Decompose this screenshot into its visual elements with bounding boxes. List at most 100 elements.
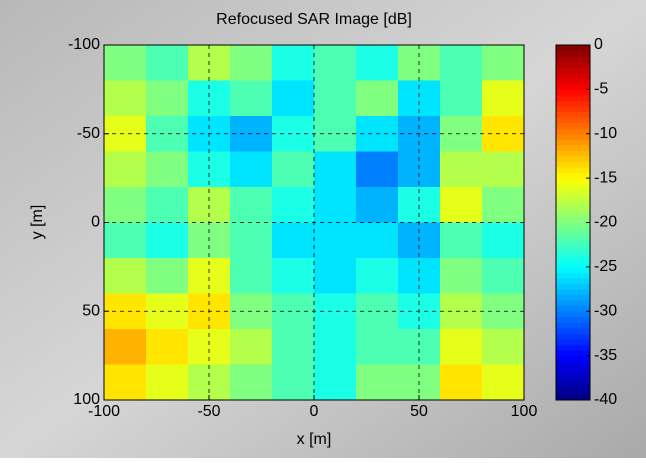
heatmap-cell — [440, 329, 483, 365]
colorbar-swatch — [556, 117, 590, 124]
heatmap-cell — [146, 222, 189, 259]
colorbar-tick-label: -25 — [594, 258, 617, 275]
heatmap-cell — [104, 222, 147, 259]
colorbar-swatch — [556, 344, 590, 351]
colorbar-swatch — [556, 222, 590, 229]
colorbar-swatch — [556, 333, 590, 340]
heatmap-cell — [146, 187, 189, 223]
colorbar-swatch — [556, 266, 590, 273]
colorbar-swatch — [556, 300, 590, 307]
colorbar-swatch — [556, 289, 590, 296]
heatmap-cell — [482, 45, 525, 81]
heatmap-cell — [440, 293, 483, 330]
heatmap-cell — [482, 151, 525, 188]
colorbar-swatch — [556, 161, 590, 168]
y-tick-label: 100 — [73, 391, 100, 408]
heatmap-cell — [104, 151, 147, 188]
heatmap-cell — [356, 364, 399, 401]
heatmap-cell — [272, 293, 315, 330]
y-tick-label: 50 — [82, 302, 100, 319]
x-tick-label: 0 — [310, 403, 319, 420]
heatmap-cell — [314, 80, 357, 117]
heatmap-cell — [356, 187, 399, 223]
heatmap-cell — [272, 116, 315, 152]
colorbar-tick-label: -15 — [594, 169, 617, 186]
x-axis-label: x [m] — [297, 431, 332, 448]
colorbar-swatch — [556, 178, 590, 185]
heatmap-cell — [230, 45, 273, 81]
chart-title: Refocused SAR Image [dB] — [216, 11, 412, 28]
heatmap-cell — [440, 116, 483, 152]
colorbar-tick-label: -5 — [594, 81, 608, 98]
colorbar-swatch — [556, 239, 590, 246]
colorbar-swatch — [556, 316, 590, 323]
colorbar-swatch — [556, 167, 590, 174]
colorbar-swatch — [556, 228, 590, 235]
heatmap-cell — [230, 329, 273, 365]
heatmap-cell — [230, 187, 273, 223]
colorbar-swatch — [556, 189, 590, 196]
heatmap-cell — [146, 151, 189, 188]
colorbar-swatch — [556, 194, 590, 201]
heatmap-cell — [230, 364, 273, 401]
heatmap-cell — [356, 151, 399, 188]
y-tick-label: -100 — [68, 36, 100, 53]
colorbar-swatch — [556, 72, 590, 79]
heatmap-cell — [440, 187, 483, 223]
colorbar-swatch — [556, 172, 590, 179]
heatmap-cell — [104, 293, 147, 330]
heatmap-cell — [272, 151, 315, 188]
colorbar-swatch — [556, 355, 590, 362]
heatmap-cell — [440, 151, 483, 188]
y-axis-label: y [m] — [29, 205, 46, 240]
heatmap-cell — [272, 258, 315, 294]
colorbar-swatch — [556, 361, 590, 368]
colorbar-swatch — [556, 100, 590, 107]
colorbar-swatch — [556, 78, 590, 85]
colorbar-swatch — [556, 61, 590, 68]
y-tick-label: 0 — [91, 214, 100, 231]
heatmap-cell — [314, 329, 357, 365]
heatmap-cell — [272, 80, 315, 117]
heatmap-cell — [104, 329, 147, 365]
colorbar-swatch — [556, 128, 590, 135]
colorbar-swatch — [556, 255, 590, 262]
colorbar-swatch — [556, 216, 590, 223]
heatmap-cell — [272, 187, 315, 223]
heatmap-cell — [356, 329, 399, 365]
colorbar-swatch — [556, 366, 590, 373]
colorbar-swatch — [556, 311, 590, 318]
heatmap-cell — [440, 45, 483, 81]
heatmap-cell — [314, 258, 357, 294]
heatmap-cell — [104, 116, 147, 152]
colorbar-swatch — [556, 50, 590, 57]
colorbar-swatch — [556, 305, 590, 312]
heatmap-cell — [272, 45, 315, 81]
colorbar-swatch — [556, 89, 590, 96]
heatmap-cell — [314, 45, 357, 81]
heatmap-cell — [314, 151, 357, 188]
colorbar-swatch — [556, 133, 590, 140]
colorbar-swatch — [556, 183, 590, 190]
heatmap-cell — [482, 80, 525, 117]
heatmap-cell — [230, 80, 273, 117]
colorbar-swatch — [556, 322, 590, 329]
heatmap-cell — [104, 187, 147, 223]
heatmap-cell — [356, 80, 399, 117]
heatmap-cell — [440, 258, 483, 294]
heatmap-cell — [104, 258, 147, 294]
heatmap-cell — [146, 45, 189, 81]
colorbar-swatch — [556, 244, 590, 251]
heatmap-cell — [314, 364, 357, 401]
heatmap-cell — [272, 222, 315, 259]
heatmap-cell — [356, 222, 399, 259]
colorbar-swatch — [556, 94, 590, 101]
heatmap-cell — [230, 258, 273, 294]
heatmap-cell — [482, 187, 525, 223]
colorbar-swatch — [556, 205, 590, 212]
colorbar-swatch — [556, 377, 590, 384]
heatmap-cell — [440, 222, 483, 259]
heatmap-cell — [440, 80, 483, 117]
